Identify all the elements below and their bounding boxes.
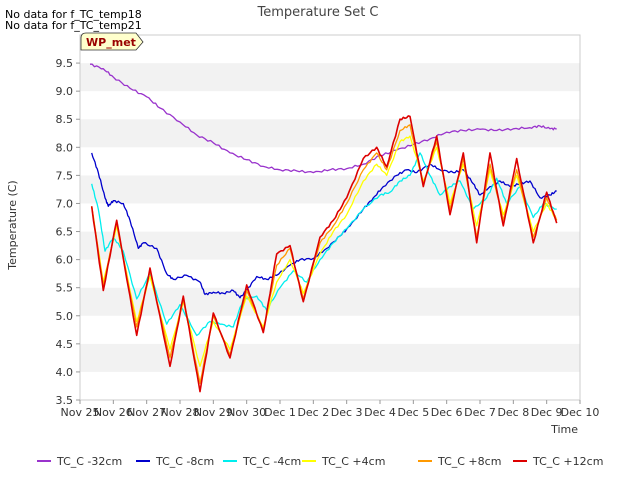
legend-label: TC_C +4cm [321, 455, 385, 468]
series-line-tc-c-32cm [90, 63, 557, 174]
x-tick-label: Nov 28 [161, 406, 200, 419]
y-axis-label: Temperature (C) [6, 180, 19, 270]
plot-frame [79, 34, 581, 401]
x-tick-label: Dec 10 [561, 406, 600, 419]
legend-label: TC_C +12cm [532, 455, 603, 468]
x-tick-label: Dec 4 [364, 406, 396, 419]
x-tick-label: Dec 1 [264, 406, 296, 419]
series-line-tc-c-8cm [91, 152, 557, 299]
legend-item: TC_C +12cm [513, 455, 603, 468]
legend-item: TC_C -32cm [37, 455, 122, 468]
grid-bands [80, 35, 580, 400]
y-tick-label: 9.5 [56, 57, 74, 70]
x-axis-label: Time [550, 423, 578, 436]
y-tick-label: 6.0 [56, 254, 74, 267]
x-tick-label: Dec 6 [431, 406, 463, 419]
legend-label: TC_C +8cm [437, 455, 501, 468]
legend-label: TC_C -32cm [56, 455, 122, 468]
y-tick-label: 9.0 [56, 85, 74, 98]
x-tick-label: Nov 30 [227, 406, 266, 419]
grid-band [80, 315, 580, 344]
grid-band [80, 371, 580, 400]
wp-met-badge: WP_met [80, 32, 144, 51]
legend-label: TC_C -4cm [242, 455, 301, 468]
legend-item: TC_C +8cm [418, 455, 501, 468]
wp-met-badge-label: WP_met [86, 36, 136, 49]
x-tick-label: Dec 3 [331, 406, 363, 419]
x-tick-label: Nov 29 [194, 406, 233, 419]
grid-band [80, 259, 580, 288]
grid-band [80, 147, 580, 176]
grid-band [80, 343, 580, 372]
y-tick-label: 7.5 [56, 169, 74, 182]
y-tick-label: 3.5 [56, 394, 74, 407]
legend: TC_C -32cm TC_C -8cm TC_C -4cm TC_C +4cm TC_… [37, 455, 603, 468]
x-tick-label: Dec 8 [497, 406, 529, 419]
y-tick-label: 4.5 [56, 338, 74, 351]
x-tick-label: Nov 25 [61, 406, 100, 419]
grid-band [80, 119, 580, 148]
x-tick-label: Dec 7 [464, 406, 496, 419]
x-tick-label: Dec 5 [397, 406, 429, 419]
series-line-tc-c-12cm [90, 115, 558, 393]
no-data-note-1: No data for f_TC_temp18 [5, 8, 142, 21]
x-tick-label: Dec 9 [531, 406, 563, 419]
grid-band [80, 203, 580, 232]
grid-band [80, 63, 580, 92]
chart-title: Temperature Set C [256, 5, 378, 20]
y-tick-label: 5.0 [56, 310, 74, 323]
y-tick-label: 4.0 [56, 366, 74, 379]
series-lines [90, 63, 558, 393]
series-line-tc-c-4cm [91, 152, 557, 337]
grid-band [80, 287, 580, 316]
legend-item: TC_C -8cm [136, 455, 214, 468]
legend-item: TC_C -4cm [223, 455, 301, 468]
y-axis: 3.5 4.0 4.5 5.0 5.5 6.0 6.5 7.0 7.5 8.0 8.5 9.0 9.5 [56, 57, 80, 407]
y-tick-label: 6.5 [56, 226, 74, 239]
grid-band [80, 35, 580, 64]
legend-label: TC_C -8cm [155, 455, 214, 468]
y-tick-label: 8.0 [56, 141, 74, 154]
no-data-note-2: No data for f_TC_temp21 [5, 19, 142, 32]
grid-band [80, 91, 580, 120]
y-tick-label: 5.5 [56, 282, 74, 295]
x-tick-label: Nov 27 [127, 406, 166, 419]
y-tick-label: 7.0 [56, 197, 74, 210]
y-tick-label: 8.5 [56, 113, 74, 126]
legend-item: TC_C +4cm [302, 455, 385, 468]
x-tick-label: Nov 26 [94, 406, 133, 419]
x-tick-label: Dec 2 [297, 406, 329, 419]
